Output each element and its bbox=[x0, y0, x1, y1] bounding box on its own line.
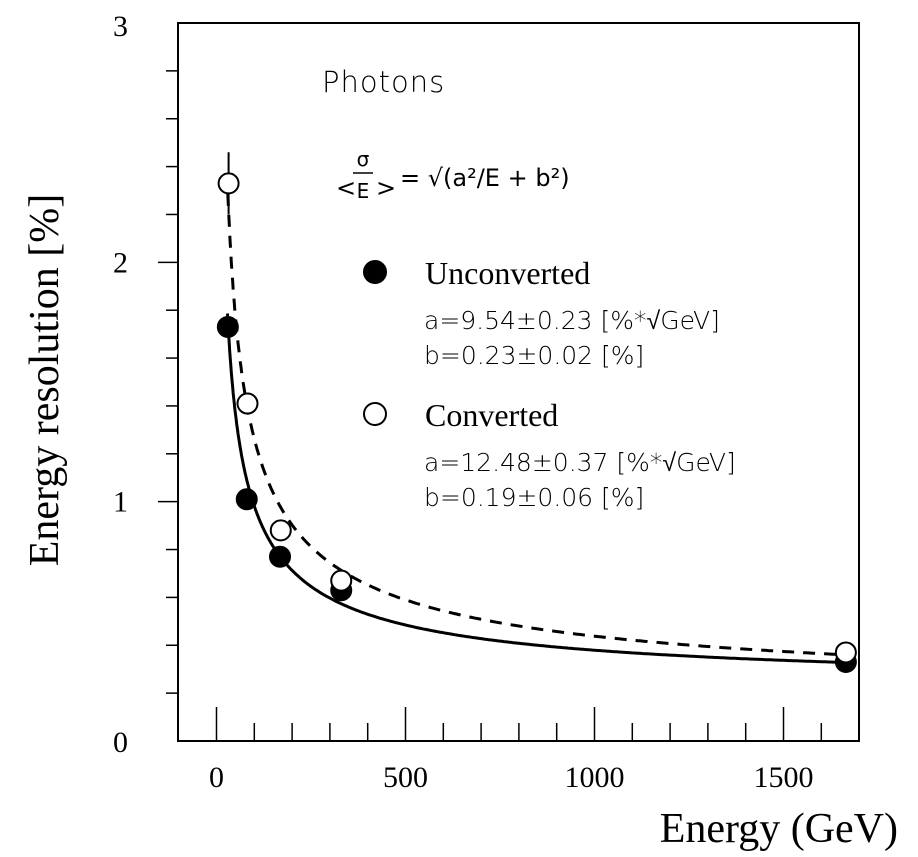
data-point-converted bbox=[834, 641, 857, 664]
x-tick-label: 0 bbox=[209, 761, 224, 794]
data-point-converted bbox=[330, 569, 353, 592]
y-tick-label: 2 bbox=[113, 246, 128, 279]
y-tick-label: 1 bbox=[113, 486, 128, 519]
data-point-unconverted bbox=[235, 488, 258, 511]
formula-sigma: σ bbox=[357, 147, 370, 171]
legend-fit-a-converted: a=12.48±0.37 [%*√GeV] bbox=[424, 448, 736, 477]
legend-fit-b-unconverted: b=0.23±0.02 [%] bbox=[424, 341, 644, 370]
legend-fit-a-unconverted: a=9.54±0.23 [%*√GeV] bbox=[424, 306, 720, 335]
x-axis-label: Energy (GeV) bbox=[660, 806, 898, 852]
legend-fit-b-converted: b=0.19±0.06 [%] bbox=[424, 483, 644, 512]
y-tick-label: 0 bbox=[113, 726, 128, 759]
plot-frame bbox=[177, 22, 860, 742]
axis-ticks bbox=[158, 70, 860, 741]
formula-E: E bbox=[357, 179, 370, 203]
x-tick-label: 500 bbox=[383, 761, 428, 794]
legend-label-converted: Converted bbox=[425, 397, 558, 433]
legend-marker-unconverted bbox=[363, 260, 387, 284]
data-point-converted bbox=[217, 172, 240, 195]
legend: Unconverted a=9.54±0.23 [%*√GeV] b=0.23±… bbox=[363, 255, 736, 512]
y-axis-label: Energy resolution [%] bbox=[22, 194, 68, 566]
x-tick-label: 1000 bbox=[565, 761, 625, 794]
svg-text:>: > bbox=[376, 174, 396, 202]
x-tick-label: 1500 bbox=[754, 761, 814, 794]
tick-labels: 0 500 1000 1500 0 1 2 3 bbox=[113, 10, 814, 794]
data-point-converted bbox=[236, 392, 259, 415]
fit-curve-unconverted bbox=[226, 313, 846, 664]
formula-rhs: = √(a²/E + b²) bbox=[400, 164, 570, 192]
chart-title: Photons bbox=[322, 65, 445, 99]
data-point-unconverted bbox=[269, 545, 292, 568]
legend-marker-converted bbox=[363, 402, 387, 426]
svg-text:<: < bbox=[336, 174, 356, 202]
legend-label-unconverted: Unconverted bbox=[425, 255, 590, 291]
fit-curve-converted bbox=[226, 193, 846, 657]
data-point-unconverted bbox=[216, 315, 239, 338]
data-point-converted bbox=[269, 519, 292, 542]
fit-curves bbox=[226, 193, 846, 664]
y-tick-label: 3 bbox=[113, 10, 128, 43]
data-points bbox=[216, 152, 857, 674]
resolution-formula: < σ E > = √(a²/E + b²) bbox=[336, 147, 570, 203]
